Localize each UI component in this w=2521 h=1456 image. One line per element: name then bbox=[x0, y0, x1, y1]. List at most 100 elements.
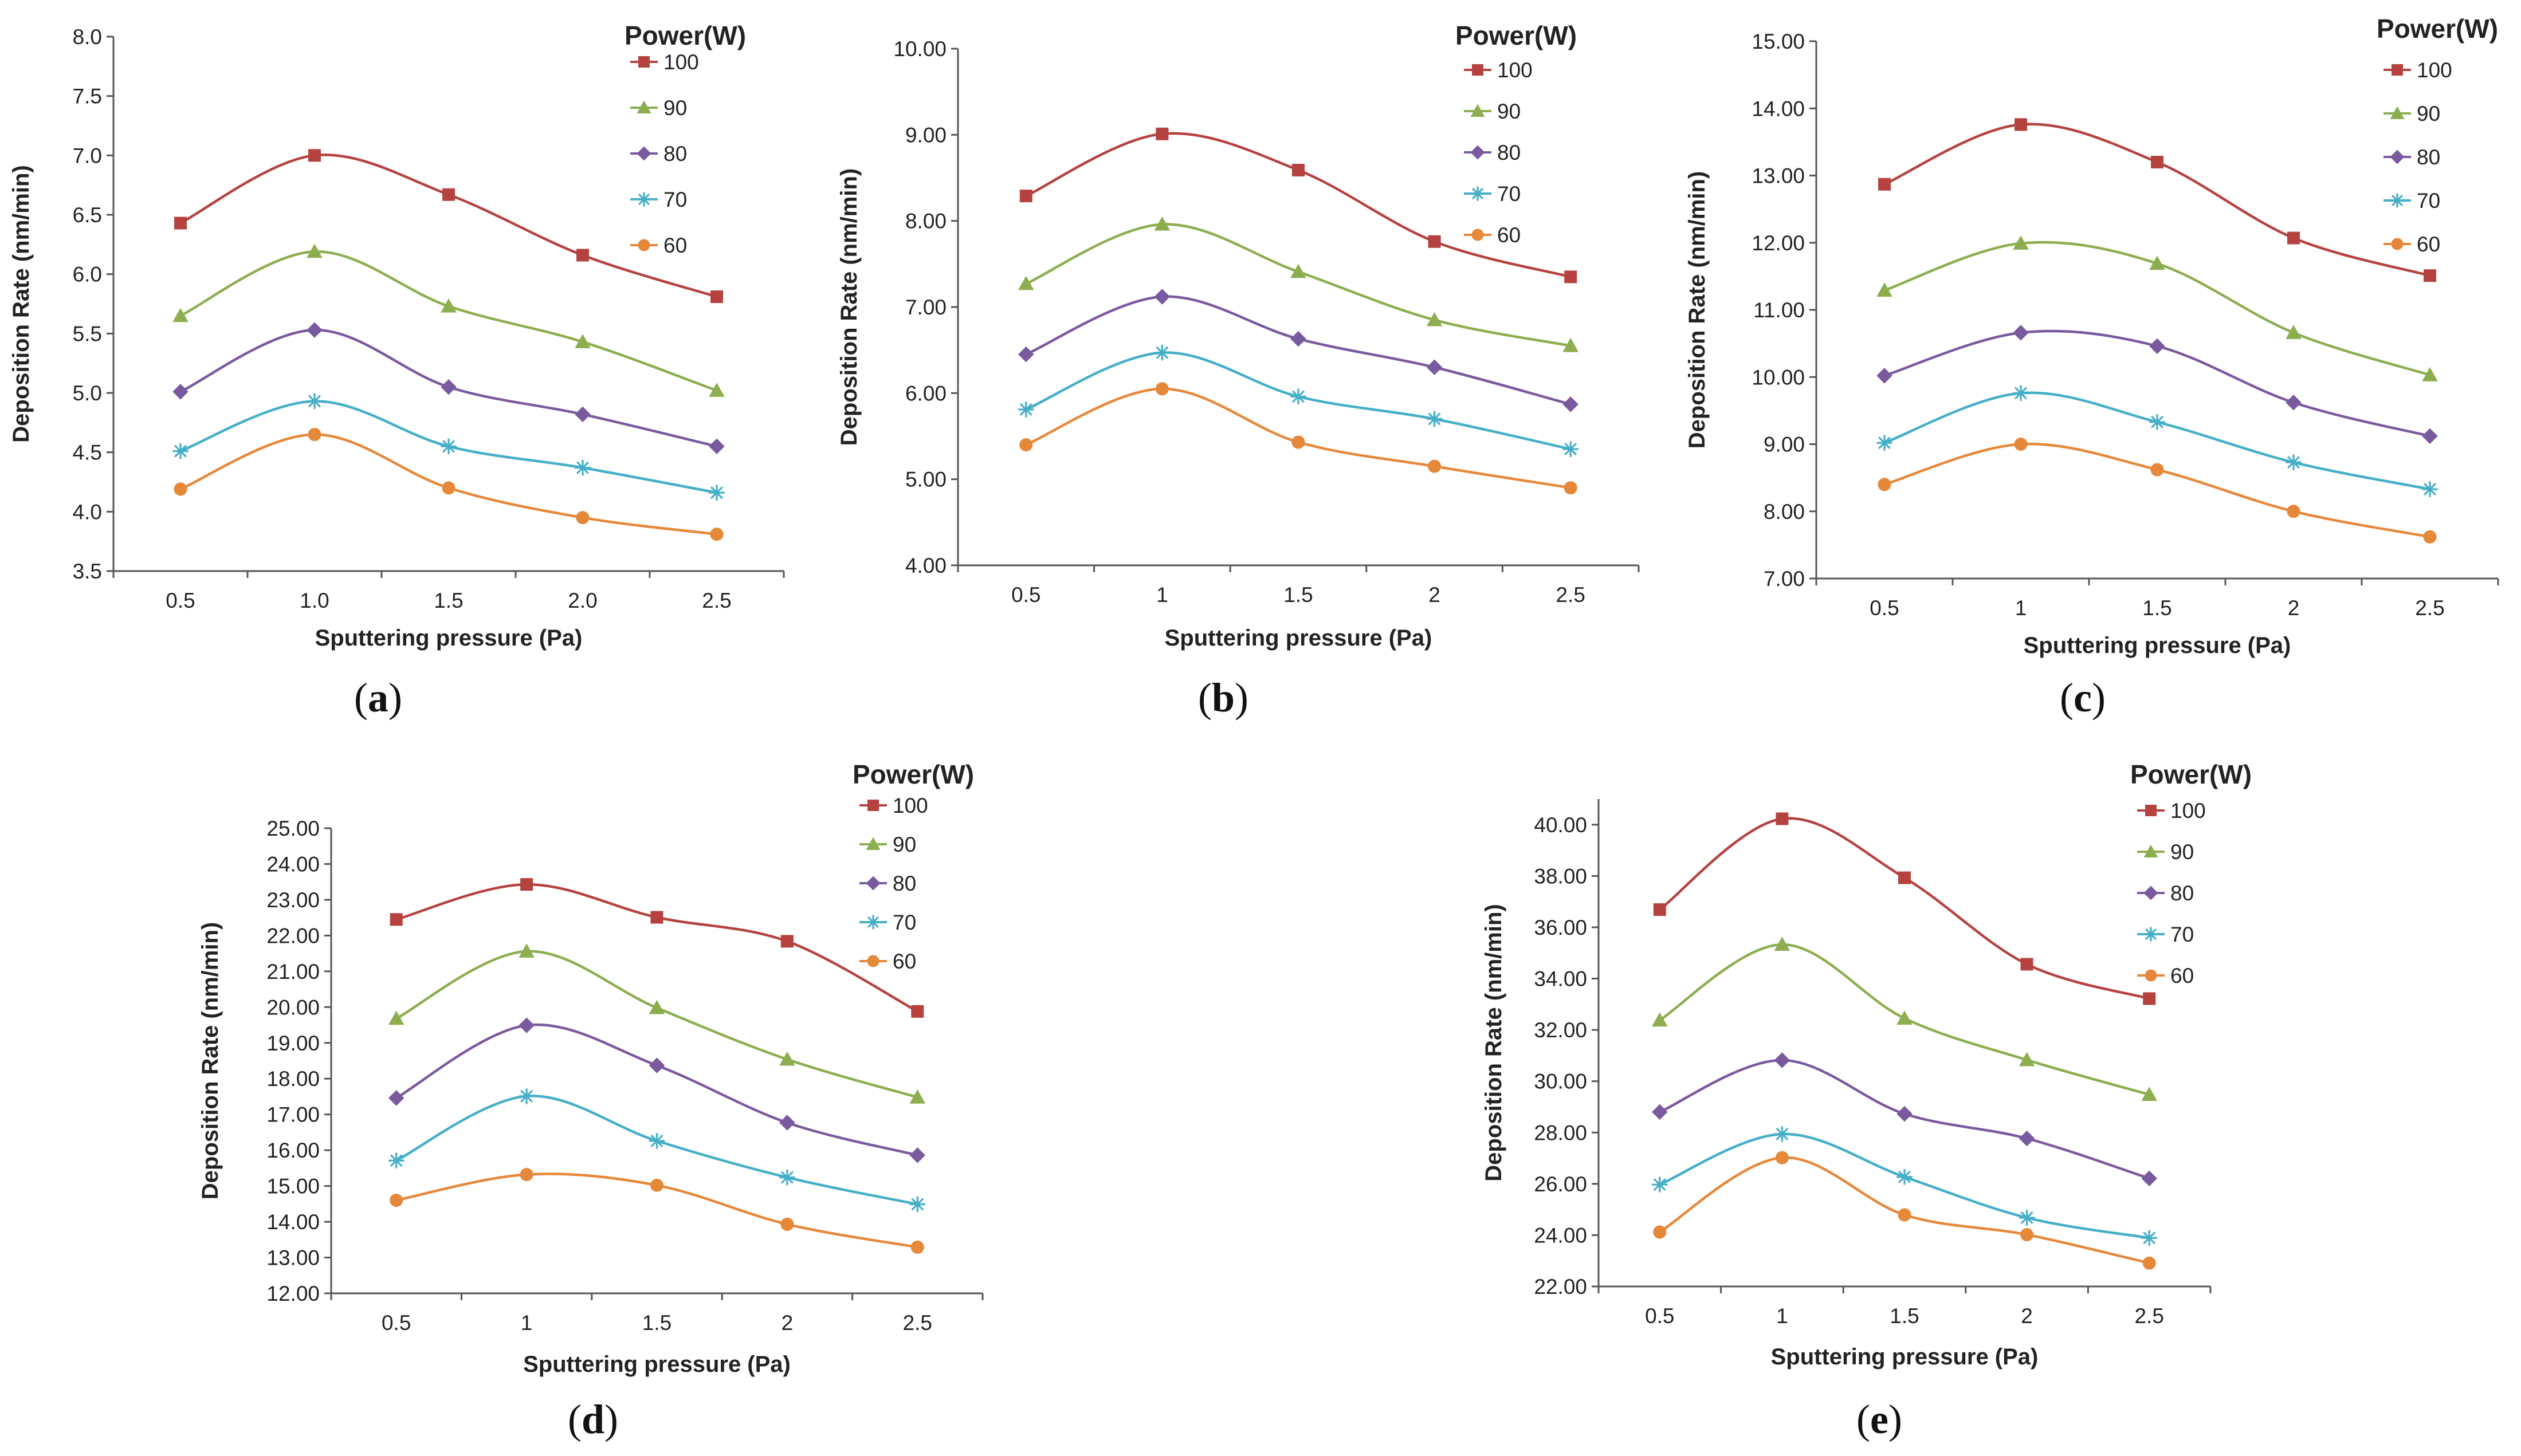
data-point-80W bbox=[1774, 1052, 1790, 1068]
y-tick-label: 6.00 bbox=[905, 381, 947, 405]
y-tick-label: 8.00 bbox=[905, 210, 947, 233]
data-point-60W bbox=[780, 1217, 794, 1231]
data-point-90W bbox=[441, 298, 457, 313]
legend-label-60W: 60 bbox=[2417, 233, 2440, 256]
data-point-80W bbox=[1154, 289, 1171, 305]
legend-marker-70W bbox=[2143, 927, 2158, 942]
legend-label-90W: 90 bbox=[1497, 100, 1521, 123]
y-tick-label: 25.00 bbox=[266, 817, 320, 840]
series-100W bbox=[174, 149, 723, 304]
data-point-60W bbox=[2142, 1256, 2156, 1270]
series-80W bbox=[172, 322, 725, 455]
legend-title: Power(W) bbox=[2130, 760, 2252, 789]
data-point-90W bbox=[1018, 276, 1034, 290]
data-point-60W bbox=[1775, 1151, 1789, 1164]
legend-label-90W: 90 bbox=[2417, 102, 2440, 125]
x-tick-label: 0.5 bbox=[382, 1311, 411, 1335]
legend: Power(W) 100 90 80 70 60 bbox=[2377, 14, 2498, 256]
y-tick-label: 14.00 bbox=[266, 1210, 320, 1234]
series-60W bbox=[174, 428, 724, 541]
data-point-80W bbox=[1652, 1104, 1668, 1120]
x-axis-title: Sputtering pressure (Pa) bbox=[2024, 633, 2291, 658]
caption-paren: ) bbox=[1235, 675, 1248, 721]
data-point-100W bbox=[1878, 178, 1891, 191]
legend-marker-60W bbox=[638, 239, 650, 251]
legend-marker-60W bbox=[2391, 238, 2404, 250]
data-point-90W bbox=[519, 943, 535, 958]
data-point-90W bbox=[1652, 1012, 1668, 1027]
x-axis-title: Sputtering pressure (Pa) bbox=[1165, 625, 1432, 651]
data-point-100W bbox=[1019, 190, 1032, 203]
series-60W bbox=[1653, 1151, 2156, 1270]
y-tick-label: 9.00 bbox=[905, 123, 947, 147]
y-tick-label: 26.00 bbox=[1534, 1172, 1587, 1196]
legend-marker-60W bbox=[1471, 229, 1484, 241]
y-tick-label: 22.00 bbox=[266, 924, 320, 947]
data-point-80W bbox=[1896, 1105, 1913, 1122]
data-point-60W bbox=[1291, 435, 1305, 449]
y-tick-label: 7.00 bbox=[905, 296, 947, 319]
y-tick-label: 22.00 bbox=[1534, 1275, 1587, 1298]
y-tick-label: 12.00 bbox=[1752, 231, 1805, 255]
y-tick-label: 28.00 bbox=[1534, 1121, 1587, 1144]
x-tick-label: 0.5 bbox=[1870, 596, 1899, 620]
panel-caption: (d) bbox=[568, 1396, 618, 1442]
legend-marker-80W bbox=[2390, 149, 2405, 164]
data-point-70W bbox=[1562, 441, 1578, 457]
x-tick-label: 2.5 bbox=[2415, 596, 2444, 620]
data-point-80W bbox=[172, 384, 189, 400]
data-point-80W bbox=[2013, 325, 2029, 341]
y-tick-label: 24.00 bbox=[1534, 1223, 1587, 1247]
data-point-60W bbox=[2287, 505, 2300, 518]
data-point-70W bbox=[1426, 411, 1443, 427]
data-point-100W bbox=[911, 1005, 924, 1018]
x-tick-label: 1.5 bbox=[1283, 583, 1313, 607]
data-point-90W bbox=[779, 1051, 795, 1066]
legend-label-90W: 90 bbox=[893, 833, 916, 856]
series-90W bbox=[172, 243, 725, 397]
x-tick-label: 1 bbox=[1156, 583, 1168, 607]
x-axis-title: Sputtering pressure (Pa) bbox=[315, 625, 583, 651]
y-axis-title: Deposition Rate (nm/min) bbox=[198, 922, 223, 1199]
data-point-90W bbox=[909, 1089, 926, 1104]
series-60W bbox=[1878, 437, 2437, 544]
data-point-100W bbox=[2020, 958, 2033, 971]
legend-marker-70W bbox=[637, 192, 651, 207]
data-point-60W bbox=[442, 481, 455, 495]
data-point-80W bbox=[709, 438, 725, 455]
legend-marker-90W bbox=[866, 837, 881, 850]
data-point-90W bbox=[1426, 312, 1443, 326]
y-tick-label: 23.00 bbox=[266, 888, 320, 912]
legend-marker-90W bbox=[637, 100, 651, 113]
data-point-90W bbox=[172, 308, 189, 322]
panel-caption: (b) bbox=[1198, 675, 1248, 721]
data-point-70W bbox=[1876, 435, 1892, 451]
data-point-70W bbox=[1154, 344, 1171, 361]
data-point-60W bbox=[1155, 382, 1169, 396]
legend-title: Power(W) bbox=[625, 21, 746, 50]
x-tick-label: 2 bbox=[2288, 596, 2300, 620]
y-tick-label: 12.00 bbox=[266, 1282, 320, 1305]
legend-marker-70W bbox=[1470, 186, 1485, 201]
data-point-90W bbox=[1876, 282, 1892, 297]
series-line-60W bbox=[1884, 442, 2430, 538]
data-point-70W bbox=[172, 443, 189, 459]
data-point-60W bbox=[1653, 1225, 1667, 1239]
series-70W bbox=[388, 1088, 926, 1213]
y-axis-title: Deposition Rate (nm/min) bbox=[1481, 904, 1506, 1181]
data-point-70W bbox=[2149, 414, 2165, 430]
data-point-90W bbox=[2149, 255, 2165, 270]
x-tick-label: 1 bbox=[2015, 596, 2027, 620]
data-point-70W bbox=[1018, 402, 1034, 418]
legend-marker-100W bbox=[2145, 805, 2157, 816]
data-point-60W bbox=[710, 528, 724, 541]
series-line-90W bbox=[395, 950, 918, 1099]
chart-panel-c: 7.00 8.00 9.00 10.00 11.00 12.00 13.00 14.00 15.… bbox=[1684, 14, 2499, 721]
y-tick-label: 5.5 bbox=[73, 322, 102, 345]
legend: Power(W) 100 90 80 70 60 bbox=[853, 760, 974, 973]
caption-letter: b bbox=[1212, 675, 1235, 721]
data-point-60W bbox=[2150, 463, 2164, 477]
y-tick-label: 18.00 bbox=[266, 1067, 320, 1091]
legend-label-60W: 60 bbox=[663, 234, 687, 257]
series-70W bbox=[172, 393, 725, 501]
